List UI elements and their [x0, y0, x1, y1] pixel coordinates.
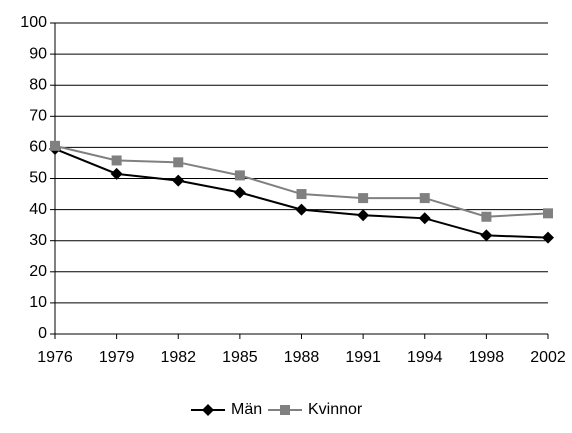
- marker: [234, 170, 245, 181]
- marker: [233, 186, 246, 199]
- x-tick-label: 1982: [160, 349, 196, 366]
- y-tick-label: 50: [29, 170, 47, 187]
- marker: [172, 174, 185, 187]
- x-tick-label: 1991: [345, 349, 381, 366]
- marker: [280, 405, 290, 415]
- marker: [296, 189, 307, 200]
- marker: [202, 404, 214, 416]
- marker: [543, 208, 553, 219]
- x-tick-label: 1994: [407, 349, 443, 366]
- y-tick-label: 40: [29, 201, 47, 218]
- x-tick-label: 1976: [37, 349, 73, 366]
- marker: [50, 140, 60, 151]
- y-tick-label: 30: [29, 232, 47, 249]
- x-tick-label: 1988: [284, 349, 320, 366]
- marker: [419, 193, 430, 204]
- y-tick-label: 0: [38, 325, 47, 342]
- legend-label: Män: [231, 401, 262, 418]
- marker: [110, 167, 123, 180]
- marker: [480, 229, 493, 242]
- marker: [173, 157, 184, 168]
- marker: [542, 231, 554, 244]
- y-tick-label: 20: [29, 263, 47, 280]
- y-tick-label: 10: [29, 294, 47, 311]
- marker: [358, 193, 369, 204]
- marker: [357, 209, 370, 222]
- x-tick-label: 1979: [99, 349, 135, 366]
- y-tick-label: 80: [29, 76, 47, 93]
- marker: [418, 212, 431, 225]
- x-tick-label: 1998: [469, 349, 505, 366]
- y-tick-label: 90: [29, 45, 47, 62]
- y-tick-label: 100: [20, 14, 47, 31]
- legend-label: Kvinnor: [308, 401, 363, 418]
- x-tick-label: 2002: [530, 349, 566, 366]
- y-tick-label: 70: [29, 108, 47, 125]
- marker: [295, 203, 308, 216]
- marker: [111, 155, 122, 166]
- y-tick-label: 60: [29, 139, 47, 156]
- marker: [481, 211, 492, 222]
- x-tick-label: 1985: [222, 349, 258, 366]
